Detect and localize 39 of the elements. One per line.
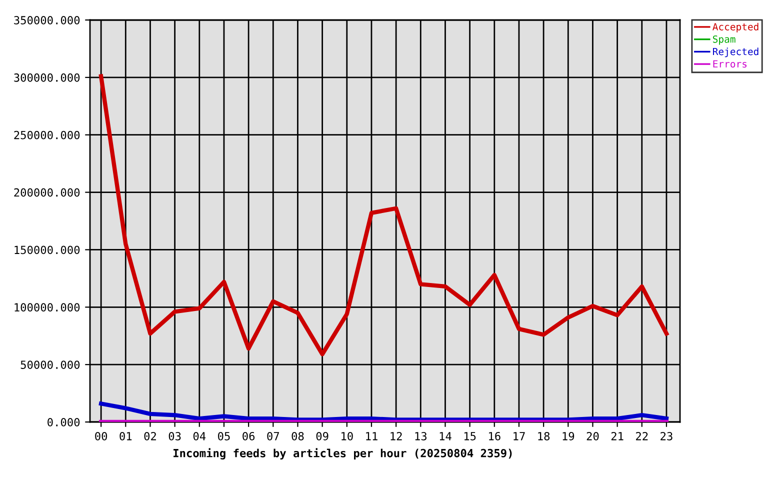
x-tick-label: 04 xyxy=(193,432,206,440)
x-tick-label: 05 xyxy=(218,432,230,440)
x-tick-label: 01 xyxy=(120,432,132,440)
x-tick-label: 03 xyxy=(168,432,181,440)
x-tick-label: 14 xyxy=(440,432,452,440)
y-tick-label: 150000.000 xyxy=(14,246,80,254)
x-tick-label: 22 xyxy=(636,432,648,440)
line-series xyxy=(98,74,669,356)
legend-label: Errors xyxy=(713,60,747,68)
x-tick-label: 06 xyxy=(242,432,255,440)
x-tick-label: 19 xyxy=(562,432,574,440)
line-series xyxy=(98,402,669,422)
y-tick-label: 100000.000 xyxy=(14,303,80,312)
x-tick-label: 12 xyxy=(390,432,402,440)
legend-label: Rejected xyxy=(713,48,758,58)
x-tick-label: 21 xyxy=(611,432,624,440)
x-tick-label: 08 xyxy=(292,432,304,440)
x-tick-label: 00 xyxy=(95,432,108,440)
x-axis-title: Incoming feeds by articles per hour (20250804 2359) xyxy=(174,448,512,460)
x-tick-label: 20 xyxy=(586,432,599,440)
x-tick-label: 02 xyxy=(144,432,156,440)
x-tick-label: 09 xyxy=(316,432,328,440)
legend-label: Accepted xyxy=(712,22,758,32)
x-tick-label: 23 xyxy=(660,432,672,440)
x-tick-label: 11 xyxy=(366,432,378,440)
y-tick-label: 200000.000 xyxy=(14,188,80,197)
y-tick-label: 0.000 xyxy=(48,418,80,426)
x-tick-label: 17 xyxy=(514,432,525,440)
x-tick-label: 16 xyxy=(489,432,500,440)
x-tick-label: 18 xyxy=(538,432,550,440)
x-tick-label: 10 xyxy=(342,432,353,440)
x-tick-label: 13 xyxy=(415,432,426,440)
y-tick-label: 350000.000 xyxy=(14,16,80,24)
legend-label: Spam xyxy=(713,35,736,45)
y-tick-label: 300000.000 xyxy=(14,73,80,82)
x-tick-label: 07 xyxy=(267,432,279,440)
x-tick-label: 15 xyxy=(464,432,476,440)
y-tick-label: 50000.000 xyxy=(20,360,80,369)
y-tick-label: 250000.000 xyxy=(14,130,80,140)
